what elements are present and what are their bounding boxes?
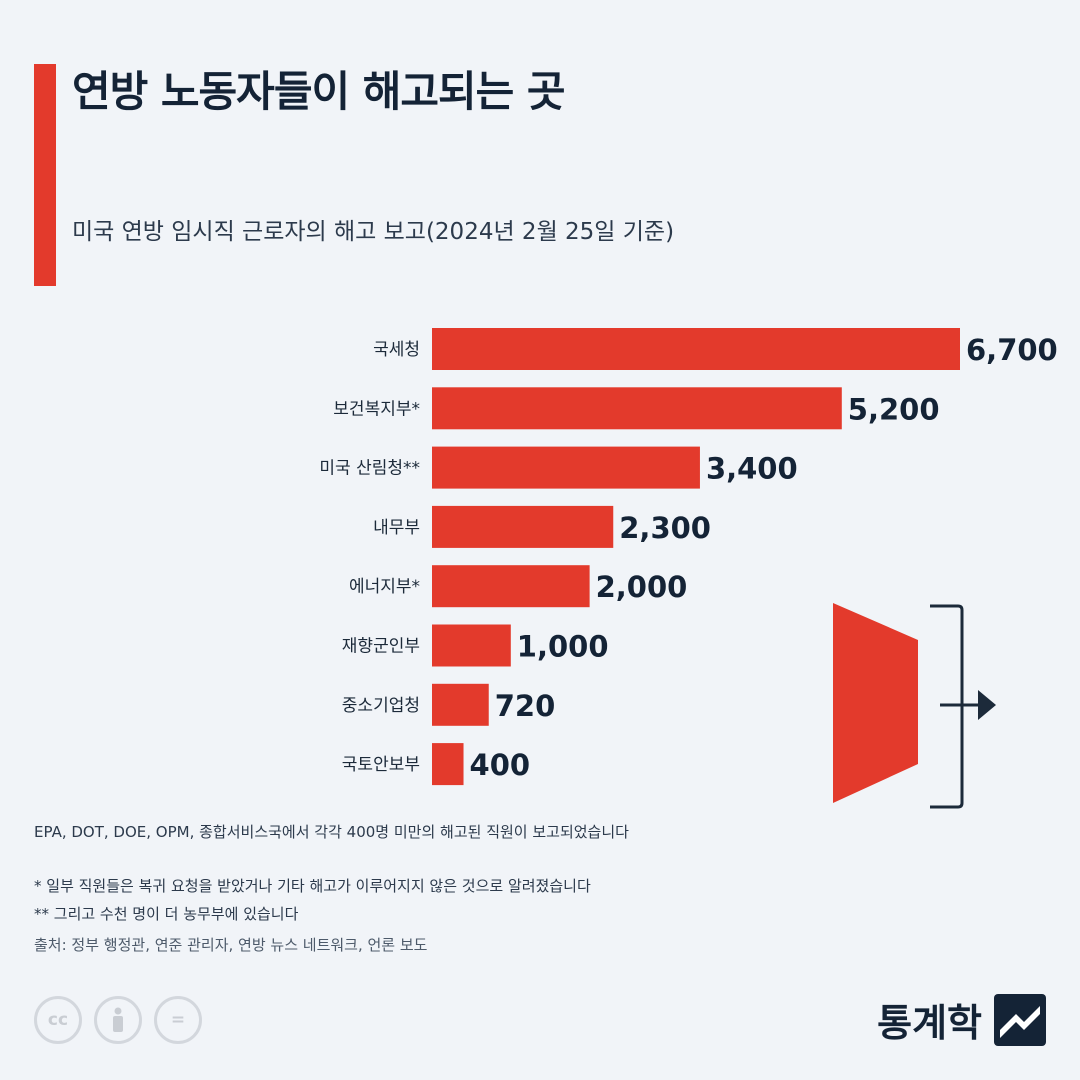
category-label-4: 에너지부* <box>349 577 420 597</box>
category-label-6: 중소기업청 <box>342 696 420 716</box>
person-icon <box>94 996 142 1044</box>
value-label-2: 3,400 <box>706 452 798 486</box>
chart-title: 연방 노동자들이 해고되는 곳 <box>72 67 566 116</box>
category-label-2: 미국 산림청** <box>319 459 420 479</box>
source-note: 출처: 정부 행정관, 연준 관리자, 연방 뉴스 네트워크, 언론 보도 <box>34 936 428 954</box>
value-label-3: 2,300 <box>619 511 711 545</box>
other-agencies-note: EPA, DOT, DOE, OPM, 종합서비스국에서 각각 400명 미만의… <box>34 823 629 841</box>
bar-7 <box>432 743 464 786</box>
value-label-1: 5,200 <box>848 392 940 426</box>
value-label-7: 400 <box>470 748 531 782</box>
category-label-5: 재향군인부 <box>342 637 420 657</box>
bar-0 <box>432 328 960 370</box>
value-label-4: 2,000 <box>596 570 688 604</box>
bar-2 <box>432 446 700 489</box>
license-icons: cc = <box>34 996 202 1044</box>
bar-6 <box>432 683 489 726</box>
brand-name: 통계학 <box>877 1001 982 1045</box>
value-label-0: 6,700 <box>966 333 1058 367</box>
category-label-0: 국세청 <box>373 340 420 360</box>
bar-1 <box>432 387 842 430</box>
brand: 통계학 <box>877 992 1046 1047</box>
bar-4 <box>432 565 590 608</box>
statista-logo-icon <box>994 993 1046 1046</box>
bar-3 <box>432 505 614 548</box>
footnote-2: ** 그리고 수천 명이 더 농무부에 있습니다 <box>34 905 299 923</box>
category-label-7: 국토안보부 <box>342 755 420 775</box>
chart-subtitle: 미국 연방 임시직 근로자의 해고 보고(2024년 2월 25일 기준) <box>72 219 675 245</box>
value-label-6: 720 <box>495 689 556 723</box>
title-accent-bar <box>34 64 56 286</box>
expand-arrow-icon <box>833 603 996 809</box>
bar-5 <box>432 624 511 667</box>
category-label-1: 보건복지부* <box>333 399 420 419</box>
equals-icon: = <box>154 996 202 1044</box>
category-label-3: 내무부 <box>373 518 420 538</box>
cc-icon: cc <box>34 996 82 1044</box>
value-label-5: 1,000 <box>517 630 609 664</box>
footnote-1: * 일부 직원들은 복귀 요청을 받았거나 기타 해고가 이루어지지 않은 것으… <box>34 877 591 895</box>
bar-chart: 국세청 6,700 보건복지부* 5,200 미국 산림청** 3,400 내무부 2,300… <box>319 328 1058 786</box>
